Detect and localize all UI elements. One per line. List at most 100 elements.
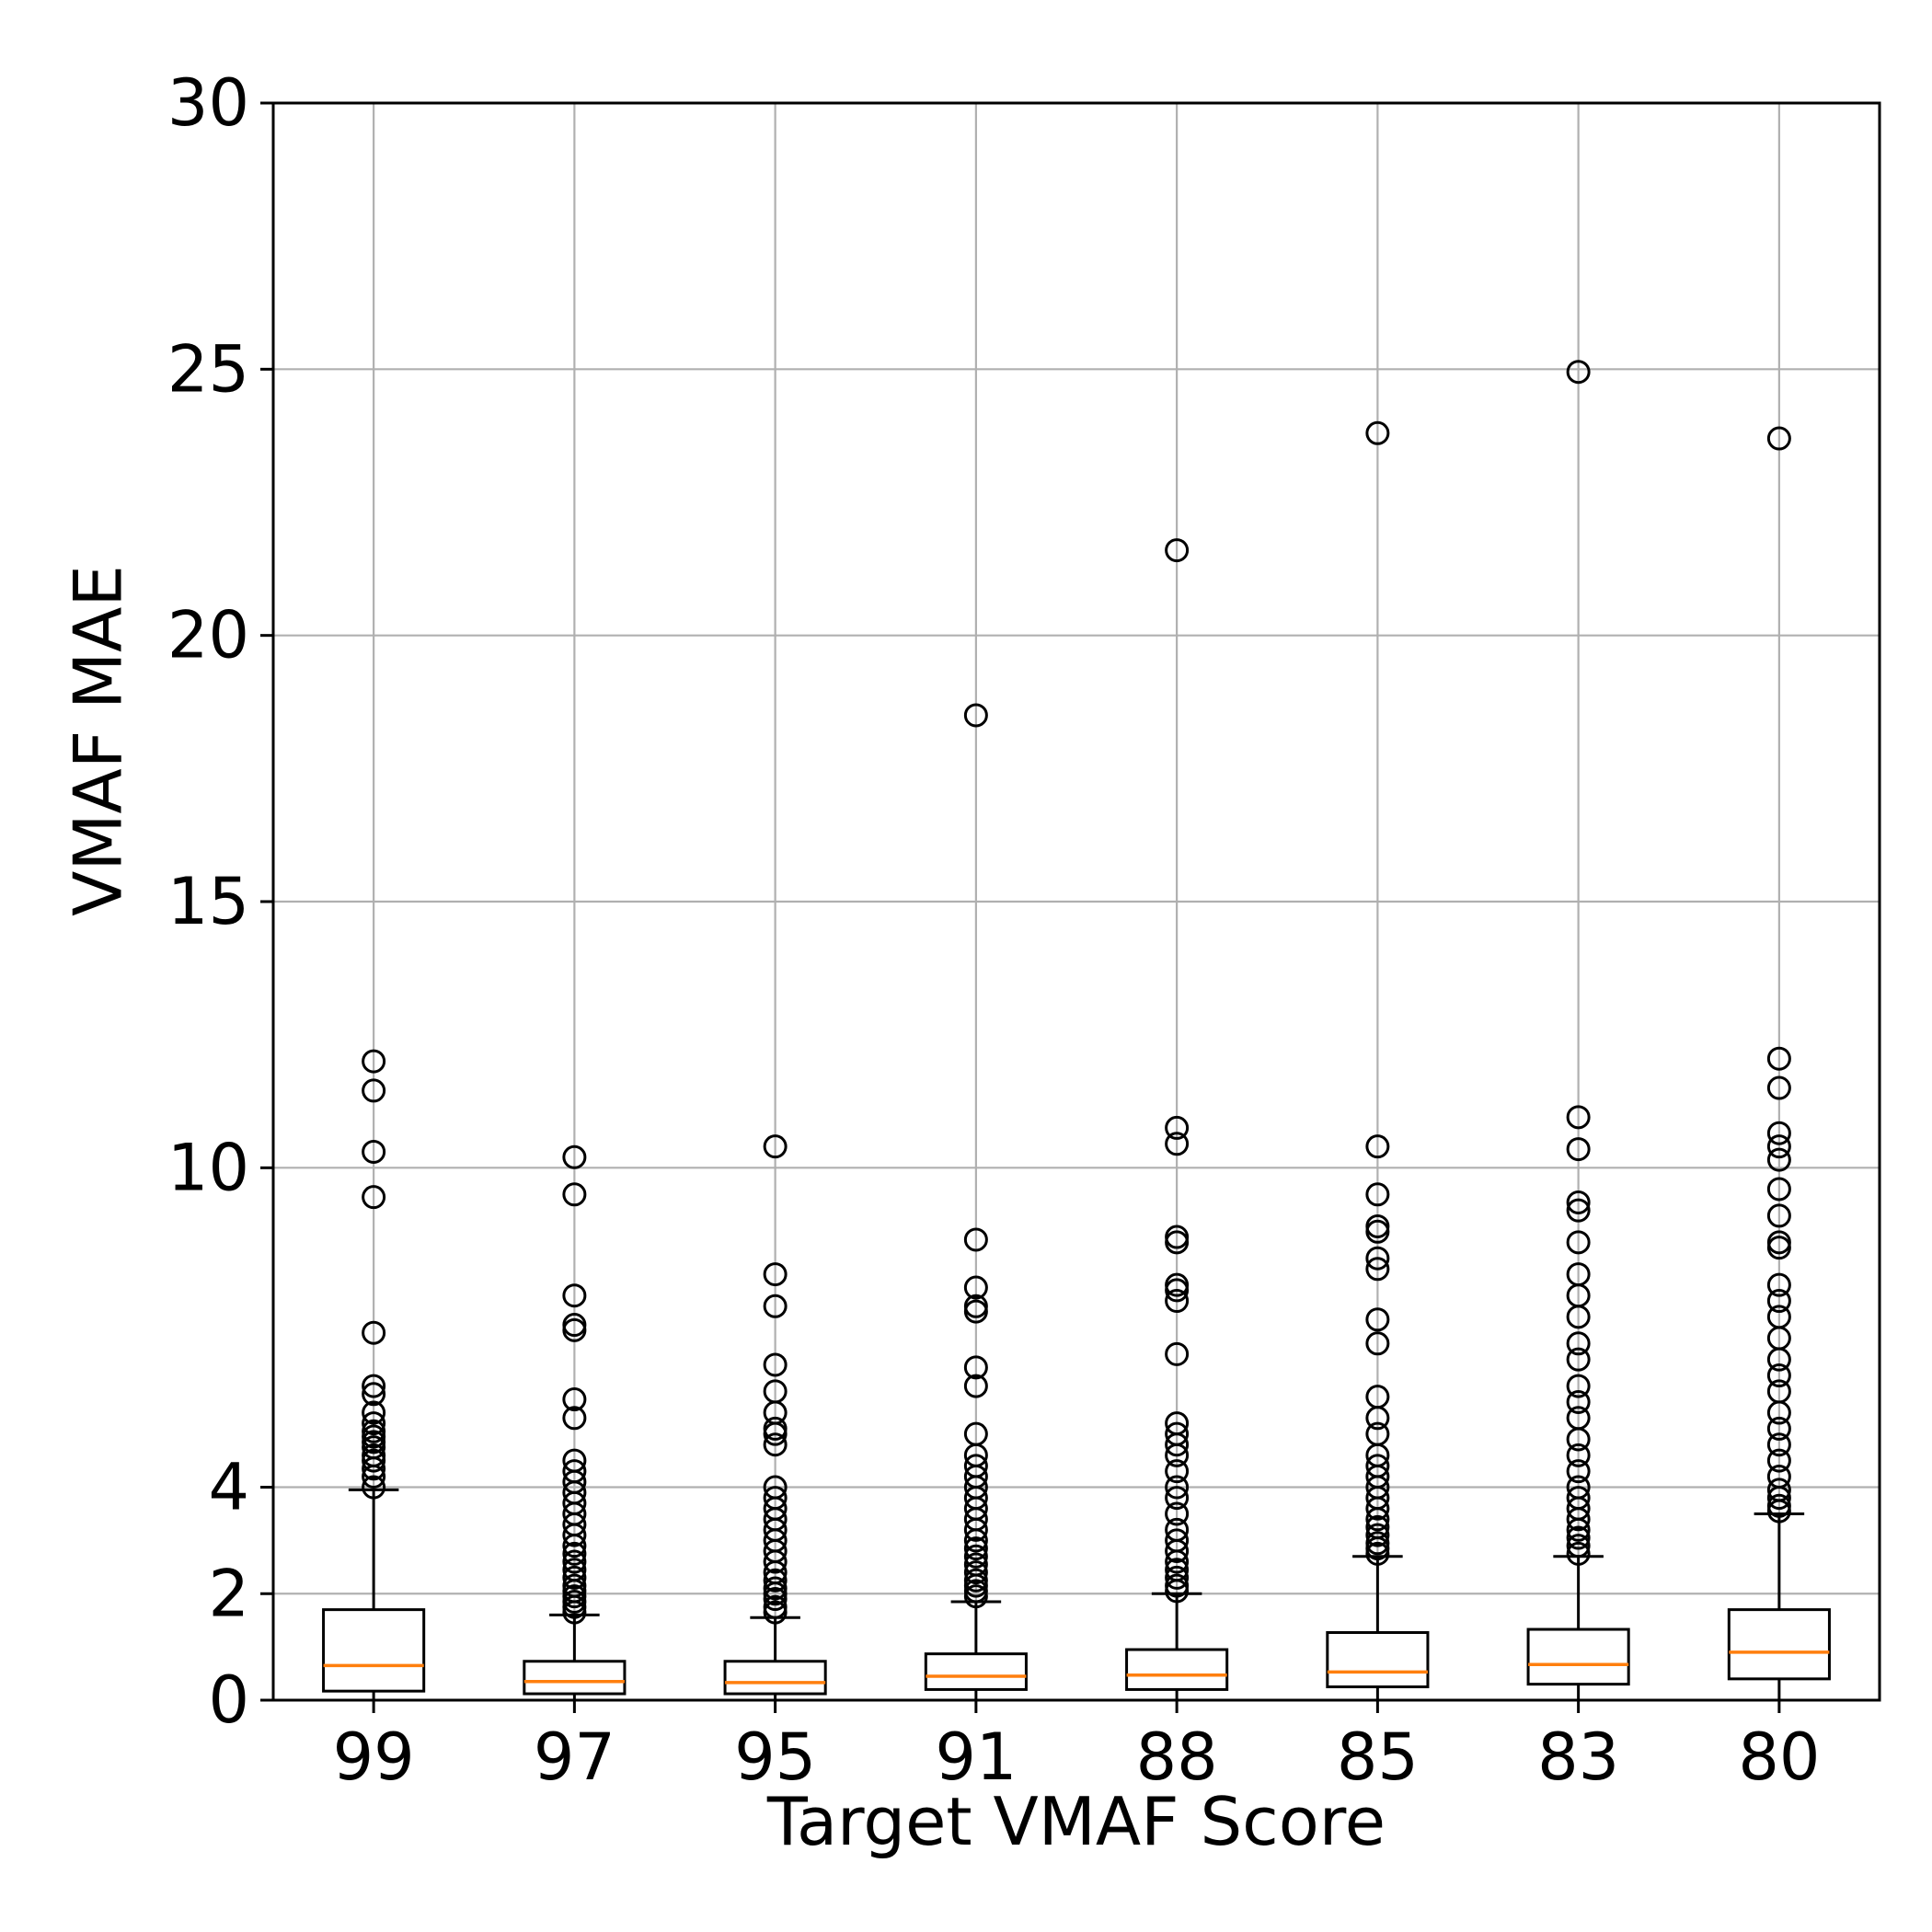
outlier-point [362, 1382, 386, 1407]
box-iqr [1526, 1627, 1630, 1686]
outlier-point [1766, 1147, 1791, 1172]
outlier-point [362, 1374, 386, 1398]
outlier-point [1566, 1374, 1591, 1398]
x-tick-label: 95 [734, 1719, 816, 1795]
outlier-point [763, 1134, 788, 1159]
x-tick-label: 85 [1337, 1719, 1419, 1795]
outlier-point [763, 1352, 788, 1377]
outlier-point [963, 1374, 988, 1398]
x-tick-label: 97 [534, 1719, 615, 1795]
outlier-point [1165, 1272, 1190, 1297]
y-tick-label: 0 [208, 1662, 249, 1738]
box-iqr [322, 1608, 426, 1693]
y-tick-label: 30 [167, 65, 249, 141]
box-85 [1326, 420, 1430, 1702]
outlier-point [1365, 1134, 1390, 1159]
outlier-point [562, 1565, 587, 1590]
outlier-point [763, 1486, 788, 1511]
y-axis-label: VMAF MAE [60, 565, 137, 916]
box-series [322, 360, 1831, 1702]
outlier-point [1365, 1385, 1390, 1409]
outlier-point [1165, 1341, 1190, 1366]
outlier-point [963, 1421, 988, 1446]
box-iqr [1326, 1631, 1430, 1689]
x-tick-label: 80 [1738, 1719, 1820, 1795]
outlier-point [763, 1262, 788, 1287]
outlier-point [763, 1576, 788, 1601]
outlier-point [963, 1275, 988, 1300]
outlier-point [1766, 1230, 1791, 1255]
outlier-point [1766, 1305, 1791, 1329]
outlier-point [562, 1313, 587, 1338]
outlier-point [763, 1416, 788, 1441]
outlier-point [1566, 1262, 1591, 1287]
outlier-point [1766, 1203, 1791, 1228]
outlier-point [1566, 1331, 1591, 1356]
outlier-point [362, 1400, 386, 1425]
outlier-point [963, 703, 988, 728]
box-iqr [1125, 1648, 1229, 1691]
outlier-point [562, 1182, 587, 1207]
outlier-point [963, 1355, 988, 1380]
outlier-point [362, 1139, 386, 1164]
outlier-point [1766, 1272, 1791, 1297]
outlier-point [362, 1475, 386, 1500]
outlier-point [1766, 1493, 1791, 1518]
x-axis-label: Target VMAF Score [766, 1783, 1386, 1860]
outlier-point [362, 1049, 386, 1074]
box-88 [1125, 538, 1229, 1702]
outlier-point [1165, 1558, 1190, 1582]
outlier-point [362, 1320, 386, 1345]
outlier-point [1766, 1134, 1791, 1159]
outlier-point [1165, 1501, 1190, 1526]
outlier-point [963, 1454, 988, 1478]
x-tick-label: 99 [333, 1719, 415, 1795]
outlier-point [1566, 1190, 1591, 1214]
outlier-point [763, 1475, 788, 1500]
outlier-point [1165, 1475, 1190, 1500]
outlier-point [1766, 1379, 1791, 1404]
outlier-point [1766, 1416, 1791, 1441]
box-iqr [523, 1660, 627, 1696]
outlier-point [1766, 1448, 1791, 1473]
x-tick-label: 83 [1537, 1719, 1619, 1795]
outlier-point [1165, 1132, 1190, 1156]
outlier-point [1566, 1459, 1591, 1484]
outlier-point [562, 1406, 587, 1431]
outlier-point [763, 1432, 788, 1457]
outlier-point [362, 1443, 386, 1467]
box-91 [924, 703, 1028, 1702]
outlier-point [1365, 1257, 1390, 1282]
outlier-point [1165, 1459, 1190, 1484]
y-tick-label: 4 [208, 1450, 249, 1525]
outlier-point [763, 1568, 788, 1593]
grid-lines [273, 101, 1880, 1702]
outlier-point [1566, 1389, 1591, 1414]
outlier-point [963, 1552, 988, 1577]
outlier-point [362, 1185, 386, 1210]
outlier-point [1766, 1478, 1791, 1502]
x-tick-label: 88 [1136, 1719, 1218, 1795]
outlier-point [1165, 1517, 1190, 1542]
outlier-point [963, 1568, 988, 1593]
outlier-point [1165, 1486, 1190, 1511]
outlier-point [562, 1459, 587, 1484]
outlier-point [1566, 1534, 1591, 1558]
outlier-point [1365, 1531, 1390, 1556]
box-iqr [924, 1652, 1028, 1691]
outlier-point [1766, 1363, 1791, 1388]
outlier-point [963, 1536, 988, 1561]
outlier-point [1165, 1573, 1190, 1598]
outlier-point [562, 1283, 587, 1308]
outlier-point [1365, 1331, 1390, 1356]
box-83 [1526, 360, 1630, 1702]
outlier-point [362, 1411, 386, 1436]
outlier-point [763, 1594, 788, 1619]
outlier-point [1165, 1421, 1190, 1446]
outlier-point [1766, 1289, 1791, 1313]
outlier-point [963, 1544, 988, 1569]
outlier-point [763, 1294, 788, 1318]
x-tick-label: 91 [935, 1719, 1017, 1795]
outlier-point [1365, 420, 1390, 445]
